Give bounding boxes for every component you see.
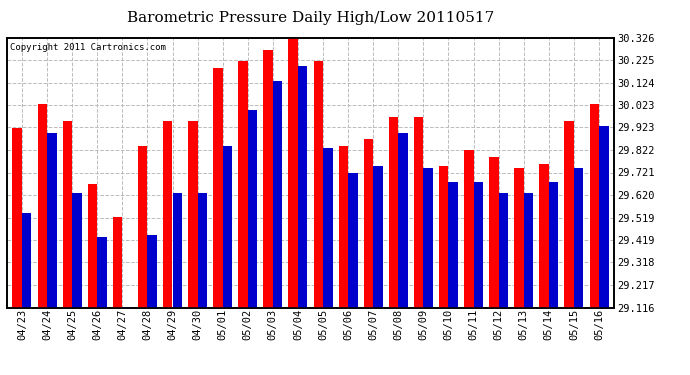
Bar — [213, 68, 223, 308]
Bar — [197, 193, 207, 308]
Bar — [574, 168, 584, 308]
Text: Barometric Pressure Daily High/Low 20110517: Barometric Pressure Daily High/Low 20110… — [127, 11, 494, 25]
Bar — [373, 166, 383, 308]
Bar — [599, 126, 609, 308]
Bar — [414, 117, 424, 308]
Bar — [549, 182, 558, 308]
Bar — [223, 146, 233, 308]
Bar — [12, 128, 22, 308]
Bar — [273, 81, 282, 308]
Bar — [499, 193, 509, 308]
Bar — [112, 217, 122, 308]
Bar — [564, 122, 574, 308]
Bar — [323, 148, 333, 308]
Bar — [88, 184, 97, 308]
Bar — [22, 213, 32, 308]
Bar — [464, 150, 473, 308]
Bar — [589, 104, 599, 308]
Bar — [473, 182, 483, 308]
Bar — [37, 104, 47, 308]
Bar — [524, 193, 533, 308]
Bar — [122, 307, 132, 308]
Bar — [97, 237, 107, 308]
Bar — [72, 193, 81, 308]
Bar — [238, 61, 248, 308]
Bar — [148, 235, 157, 308]
Bar — [47, 132, 57, 308]
Bar — [364, 139, 373, 308]
Bar — [339, 146, 348, 308]
Bar — [138, 146, 148, 308]
Bar — [63, 122, 72, 308]
Bar — [540, 164, 549, 308]
Text: Copyright 2011 Cartronics.com: Copyright 2011 Cartronics.com — [10, 43, 166, 52]
Bar — [348, 173, 357, 308]
Bar — [448, 182, 458, 308]
Bar — [188, 122, 197, 308]
Bar — [288, 37, 298, 308]
Bar — [298, 66, 308, 308]
Bar — [248, 110, 257, 308]
Bar — [313, 61, 323, 308]
Bar — [439, 166, 449, 308]
Bar — [424, 168, 433, 308]
Bar — [388, 117, 398, 308]
Bar — [398, 132, 408, 308]
Bar — [163, 122, 172, 308]
Bar — [514, 168, 524, 308]
Bar — [172, 193, 182, 308]
Bar — [489, 157, 499, 308]
Bar — [264, 50, 273, 308]
